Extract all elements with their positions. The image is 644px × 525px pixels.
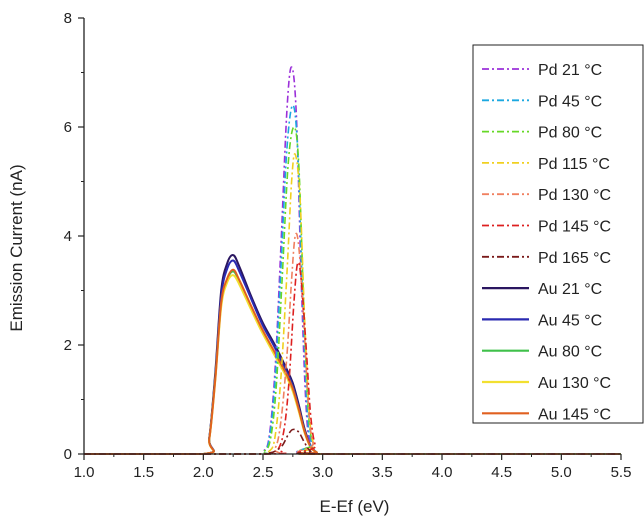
x-tick-label: 5.0 [551, 464, 572, 481]
legend: Pd 21 °C Pd 45 °C Pd 80 °C Pd 115 °C Pd 130 … [472, 44, 644, 424]
x-tick-label: 2.5 [253, 464, 274, 481]
legend-label: Pd 45 °C [538, 93, 602, 110]
legend-label: Pd 165 °C [538, 250, 611, 267]
legend-label: Pd 145 °C [538, 219, 611, 236]
x-tick-label: 1.5 [133, 464, 154, 481]
legend-label: Au 45 °C [538, 312, 602, 329]
y-tick-label: 8 [64, 10, 72, 27]
series-line-pd-165-c [83, 428, 621, 455]
x-tick-label: 5.5 [611, 464, 632, 481]
y-axis-label: Emission Current (nA) [7, 164, 26, 331]
series-line-au-145-c [83, 268, 621, 456]
x-tick-label: 4.5 [491, 464, 512, 481]
x-tick-label: 4.0 [432, 464, 453, 481]
y-ticks: 0 2 4 6 8 [64, 10, 84, 463]
legend-label: Pd 130 °C [538, 187, 611, 204]
legend-box [472, 44, 644, 424]
legend-label: Pd 21 °C [538, 62, 602, 79]
legend-label: Au 21 °C [538, 281, 602, 298]
x-tick-label: 3.0 [312, 464, 333, 481]
legend-label: Pd 115 °C [538, 156, 610, 173]
x-tick-label: 3.5 [372, 464, 393, 481]
legend-label: Au 145 °C [538, 406, 611, 423]
axes: 1.0 1.5 2.0 2.5 3.0 3.5 4.0 4.5 5.0 5.5 0 2 4 6 8 [64, 10, 632, 481]
y-tick-label: 6 [64, 119, 72, 136]
series-line-pd-145-c [83, 261, 621, 455]
y-tick-label: 2 [64, 337, 72, 354]
x-tick-label: 2.0 [193, 464, 214, 481]
plot-lines [83, 66, 621, 456]
legend-label: Au 130 °C [538, 375, 611, 392]
x-axis-label: E-Ef (eV) [320, 497, 390, 516]
legend-label: Au 80 °C [538, 344, 602, 361]
y-tick-label: 4 [64, 228, 72, 245]
legend-label: Pd 80 °C [538, 125, 602, 142]
series-line-pd-115-c [83, 153, 621, 455]
y-tick-label: 0 [64, 446, 72, 463]
x-tick-label: 1.0 [74, 464, 95, 481]
x-ticks: 1.0 1.5 2.0 2.5 3.0 3.5 4.0 4.5 5.0 5.5 [74, 454, 632, 481]
